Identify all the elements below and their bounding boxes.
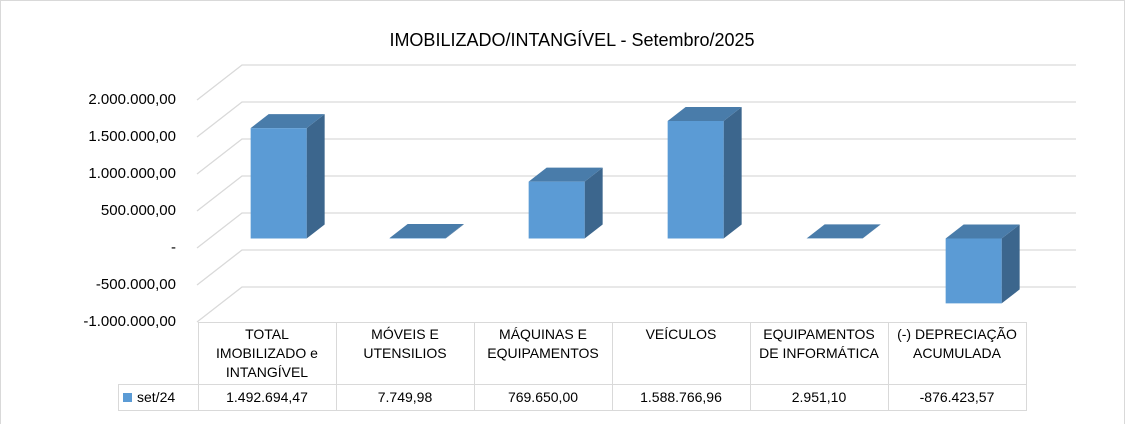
bar-front: [250, 128, 307, 239]
category-cell: VEÍCULOS: [611, 322, 751, 385]
value-cell: 2.951,10: [749, 384, 889, 411]
category-cell: (-) DEPRECIAÇÃO ACUMULADA: [887, 322, 1027, 385]
bar-side: [584, 167, 603, 239]
grid-line: [196, 175, 1076, 212]
grid-line: [196, 101, 1076, 138]
bar-top: [806, 224, 881, 239]
bar: [945, 224, 1020, 304]
bar: [528, 167, 603, 239]
bar: [250, 114, 325, 239]
grid-line: [196, 286, 1076, 323]
y-tick-label: -: [171, 239, 176, 256]
bar-side: [1001, 224, 1020, 304]
data-table: TOTAL IMOBILIZADO e INTANGÍVEL MÓVEIS E U…: [118, 322, 1027, 411]
bar: [806, 224, 881, 239]
bar: [389, 223, 464, 239]
corner: [118, 322, 199, 385]
category-cell: MÁQUINAS E EQUIPAMENTOS: [473, 322, 613, 385]
table-values: set/24 1.492.694,47 7.749,98 769.650,00 1.58…: [118, 384, 1027, 411]
bar-side: [862, 224, 881, 239]
y-tick-label: 1.000.000,00: [88, 165, 176, 182]
bar: [667, 106, 742, 239]
y-tick-label: -500.000,00: [96, 276, 176, 293]
bar-front: [945, 238, 1002, 304]
value-cell: -876.423,57: [887, 384, 1027, 411]
grid-line: [196, 249, 1076, 286]
category-cell: TOTAL IMOBILIZADO e INTANGÍVEL: [197, 322, 337, 385]
value-cell: 769.650,00: [473, 384, 613, 411]
y-tick-label: 1.500.000,00: [88, 128, 176, 145]
value-cell: 1.588.766,96: [611, 384, 751, 411]
bar-top: [250, 114, 325, 129]
legend-key: [123, 393, 132, 402]
legend-label: set/24: [137, 389, 176, 405]
bar-side: [445, 223, 464, 239]
category-cell: EQUIPAMENTOS DE INFORMÁTICA: [749, 322, 889, 385]
bar-top: [389, 223, 464, 238]
grid-line: [196, 64, 1076, 101]
chart-title: IMOBILIZADO/INTANGÍVEL - Setembro/2025: [389, 30, 754, 50]
bar-top: [945, 224, 1020, 239]
y-tick-label: 500.000,00: [101, 202, 176, 219]
table-header: TOTAL IMOBILIZADO e INTANGÍVEL MÓVEIS E U…: [118, 322, 1027, 385]
value-cell: 1.492.694,47: [197, 384, 337, 411]
bar-front: [528, 181, 585, 239]
value-cell: 7.749,98: [335, 384, 475, 411]
grid-line: [196, 212, 1076, 249]
bar-side: [723, 106, 742, 239]
legend-cell: set/24: [118, 384, 199, 411]
bar-top: [528, 167, 603, 182]
grid-line: [196, 138, 1076, 175]
bar-front: [667, 120, 724, 239]
bar-front: [389, 237, 446, 239]
y-tick-label: 2.000.000,00: [88, 91, 176, 108]
bar-top: [667, 106, 742, 121]
category-cell: MÓVEIS E UTENSILIOS: [335, 322, 475, 385]
bar-side: [306, 114, 325, 239]
